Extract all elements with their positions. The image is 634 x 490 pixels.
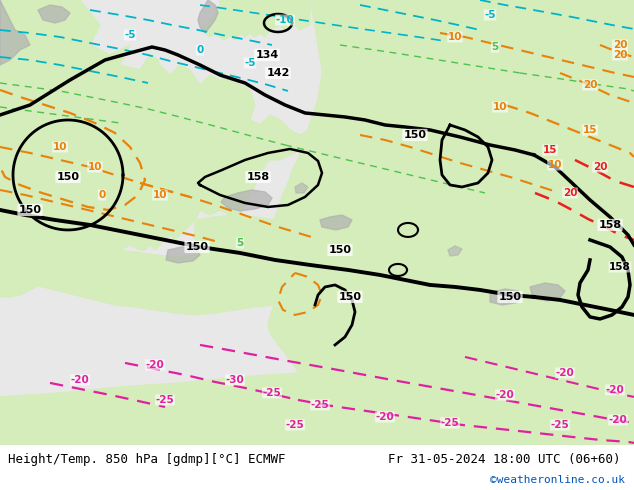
Polygon shape bbox=[38, 5, 70, 23]
Text: ©weatheronline.co.uk: ©weatheronline.co.uk bbox=[490, 475, 625, 485]
Polygon shape bbox=[124, 70, 136, 87]
Text: -20: -20 bbox=[605, 385, 624, 395]
Polygon shape bbox=[490, 289, 522, 305]
Text: -5: -5 bbox=[124, 30, 136, 40]
Text: -25: -25 bbox=[286, 420, 304, 430]
Text: 5: 5 bbox=[491, 42, 498, 52]
Text: -5: -5 bbox=[484, 10, 496, 20]
Text: 10: 10 bbox=[53, 142, 67, 152]
Text: 15: 15 bbox=[543, 145, 557, 155]
Text: 20: 20 bbox=[593, 162, 607, 172]
Text: 150: 150 bbox=[56, 172, 79, 182]
Polygon shape bbox=[166, 247, 200, 263]
Text: 20: 20 bbox=[612, 50, 627, 60]
Text: -20: -20 bbox=[70, 375, 89, 385]
Text: 20: 20 bbox=[612, 40, 627, 50]
Text: -20: -20 bbox=[609, 415, 628, 425]
Text: 150: 150 bbox=[186, 242, 209, 252]
Text: -30: -30 bbox=[226, 375, 244, 385]
Text: 134: 134 bbox=[256, 50, 278, 60]
Text: -20: -20 bbox=[555, 368, 574, 378]
Polygon shape bbox=[0, 345, 634, 445]
Text: -20: -20 bbox=[496, 390, 514, 400]
Text: -20: -20 bbox=[146, 360, 164, 370]
Text: -25: -25 bbox=[311, 400, 330, 410]
Text: -10: -10 bbox=[276, 15, 294, 25]
Polygon shape bbox=[200, 0, 310, 40]
Polygon shape bbox=[295, 183, 308, 193]
Text: 158: 158 bbox=[598, 220, 621, 230]
Text: Fr 31-05-2024 18:00 UTC (06+60): Fr 31-05-2024 18:00 UTC (06+60) bbox=[388, 453, 621, 466]
Text: 150: 150 bbox=[328, 245, 351, 255]
Text: 150: 150 bbox=[403, 130, 427, 140]
Text: 150: 150 bbox=[18, 205, 41, 215]
Polygon shape bbox=[198, 0, 218, 33]
Polygon shape bbox=[0, 0, 315, 297]
Text: 10: 10 bbox=[548, 160, 562, 170]
Text: 150: 150 bbox=[339, 292, 361, 302]
Text: 20: 20 bbox=[563, 188, 577, 198]
Polygon shape bbox=[448, 246, 462, 256]
Text: -5: -5 bbox=[244, 58, 256, 68]
Text: 150: 150 bbox=[498, 292, 522, 302]
Polygon shape bbox=[267, 0, 634, 445]
Text: 158: 158 bbox=[247, 172, 269, 182]
Text: 10: 10 bbox=[87, 162, 102, 172]
Text: 20: 20 bbox=[583, 80, 597, 90]
Text: 10: 10 bbox=[448, 32, 462, 42]
Text: -25: -25 bbox=[262, 388, 281, 398]
Text: -25: -25 bbox=[550, 420, 569, 430]
Text: Height/Temp. 850 hPa [gdmp][°C] ECMWF: Height/Temp. 850 hPa [gdmp][°C] ECMWF bbox=[8, 453, 285, 466]
Text: 15: 15 bbox=[583, 125, 597, 135]
Text: -20: -20 bbox=[375, 412, 394, 422]
Polygon shape bbox=[0, 215, 634, 315]
Polygon shape bbox=[0, 0, 30, 65]
Text: -25: -25 bbox=[155, 395, 174, 405]
Text: 10: 10 bbox=[493, 102, 507, 112]
Text: 0: 0 bbox=[197, 45, 204, 55]
Polygon shape bbox=[320, 215, 352, 230]
Polygon shape bbox=[530, 283, 565, 301]
Text: 158: 158 bbox=[609, 262, 631, 272]
Text: 10: 10 bbox=[153, 190, 167, 200]
Polygon shape bbox=[140, 55, 160, 90]
Text: 5: 5 bbox=[236, 238, 243, 248]
Text: 0: 0 bbox=[98, 190, 106, 200]
Text: -25: -25 bbox=[441, 418, 460, 428]
Polygon shape bbox=[221, 190, 272, 211]
Text: 142: 142 bbox=[266, 68, 290, 78]
